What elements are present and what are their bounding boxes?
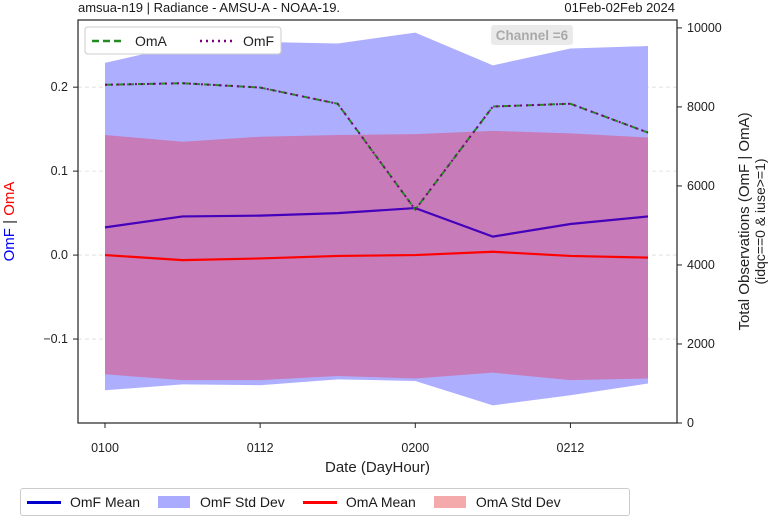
y-left-axis-label-sep: | bbox=[1, 220, 18, 228]
y-right-tick-label: 0 bbox=[687, 416, 694, 430]
x-tick-label: 0112 bbox=[247, 441, 274, 455]
legend-label-oma-std: OmA Std Dev bbox=[475, 494, 561, 510]
y-right-tick-label: 2000 bbox=[687, 337, 715, 351]
y-left-axis-label: OmF | OmA bbox=[1, 182, 18, 262]
legend-swatch-omf-mean bbox=[27, 500, 61, 504]
y-left-tick-label: 0.1 bbox=[51, 164, 68, 178]
y-right-axis-label-line2: (idqc==0 & iuse>=1) bbox=[752, 158, 768, 284]
y-right-tick-label: 6000 bbox=[687, 179, 715, 193]
y-right-tick-label: 4000 bbox=[687, 258, 715, 272]
chart-title-left: amsua-n19 | Radiance - AMSU-A - NOAA-19. bbox=[78, 0, 341, 15]
legend-item-oma-std: OmA Std Dev bbox=[433, 494, 561, 510]
y-left-tick-label: 0.2 bbox=[51, 80, 68, 94]
top-legend-box bbox=[84, 26, 282, 55]
legend-item-oma-mean: OmA Mean bbox=[302, 494, 416, 510]
x-tick-label: 0100 bbox=[91, 441, 119, 455]
x-axis-label: Date (DayHour) bbox=[325, 459, 430, 476]
x-tick-label: 0200 bbox=[401, 441, 429, 455]
x-tick-label: 0212 bbox=[557, 441, 585, 455]
legend-swatch-oma-mean bbox=[302, 500, 337, 504]
omf-mean-line bbox=[104, 206, 649, 238]
channel-annotation-box bbox=[491, 25, 573, 45]
plot-frame bbox=[77, 19, 678, 424]
y-left-tick-label: 0.0 bbox=[51, 248, 68, 262]
omf-count-line bbox=[104, 82, 649, 212]
y-right-tick-label: 8000 bbox=[687, 100, 715, 114]
legend-item-omf-mean: OmF Mean bbox=[27, 494, 140, 510]
bottom-legend: OmF Mean OmF Std Dev OmA Mean OmA Std De… bbox=[20, 488, 630, 516]
legend-item-omf-std: OmF Std Dev bbox=[158, 494, 285, 510]
y-right-axis-label-line1: Total Observations (OmF | OmA) bbox=[736, 112, 753, 330]
y-left-tick-label: −0.1 bbox=[43, 332, 68, 346]
chart: 0.2 0.1 0.0 −0.1 10000 8000 6000 4000 2000 0 0100 0… bbox=[1, 19, 768, 476]
top-legend-label-oma: OmA bbox=[135, 33, 168, 49]
legend-label-omf-std: OmF Std Dev bbox=[200, 494, 285, 510]
y-left-axis-label-omf: OmF bbox=[1, 228, 18, 261]
legend-swatch-oma-std bbox=[433, 496, 466, 508]
oma-mean-line bbox=[104, 250, 649, 262]
legend-swatch-omf-std bbox=[158, 496, 191, 508]
y-left-axis-label-oma: OmA bbox=[1, 182, 18, 220]
legend-label-oma-mean: OmA Mean bbox=[345, 494, 416, 510]
y-right-tick-label: 10000 bbox=[687, 21, 722, 35]
legend-label-omf-mean: OmF Mean bbox=[70, 494, 141, 510]
channel-annotation: Channel =6 bbox=[496, 28, 569, 43]
top-legend-label-omf: OmF bbox=[243, 33, 274, 49]
chart-title-right: 01Feb-02Feb 2024 bbox=[564, 0, 675, 15]
